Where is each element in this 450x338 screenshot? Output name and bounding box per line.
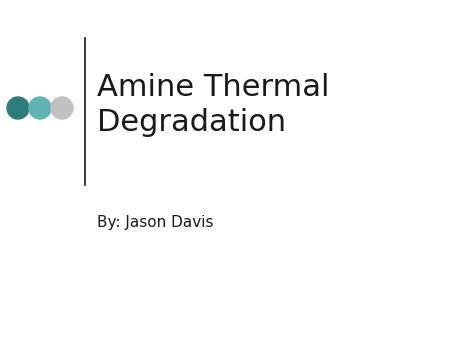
Text: By: Jason Davis: By: Jason Davis <box>97 215 213 230</box>
Text: Amine Thermal
Degradation: Amine Thermal Degradation <box>97 73 329 137</box>
Circle shape <box>7 97 29 119</box>
Circle shape <box>51 97 73 119</box>
Circle shape <box>29 97 51 119</box>
